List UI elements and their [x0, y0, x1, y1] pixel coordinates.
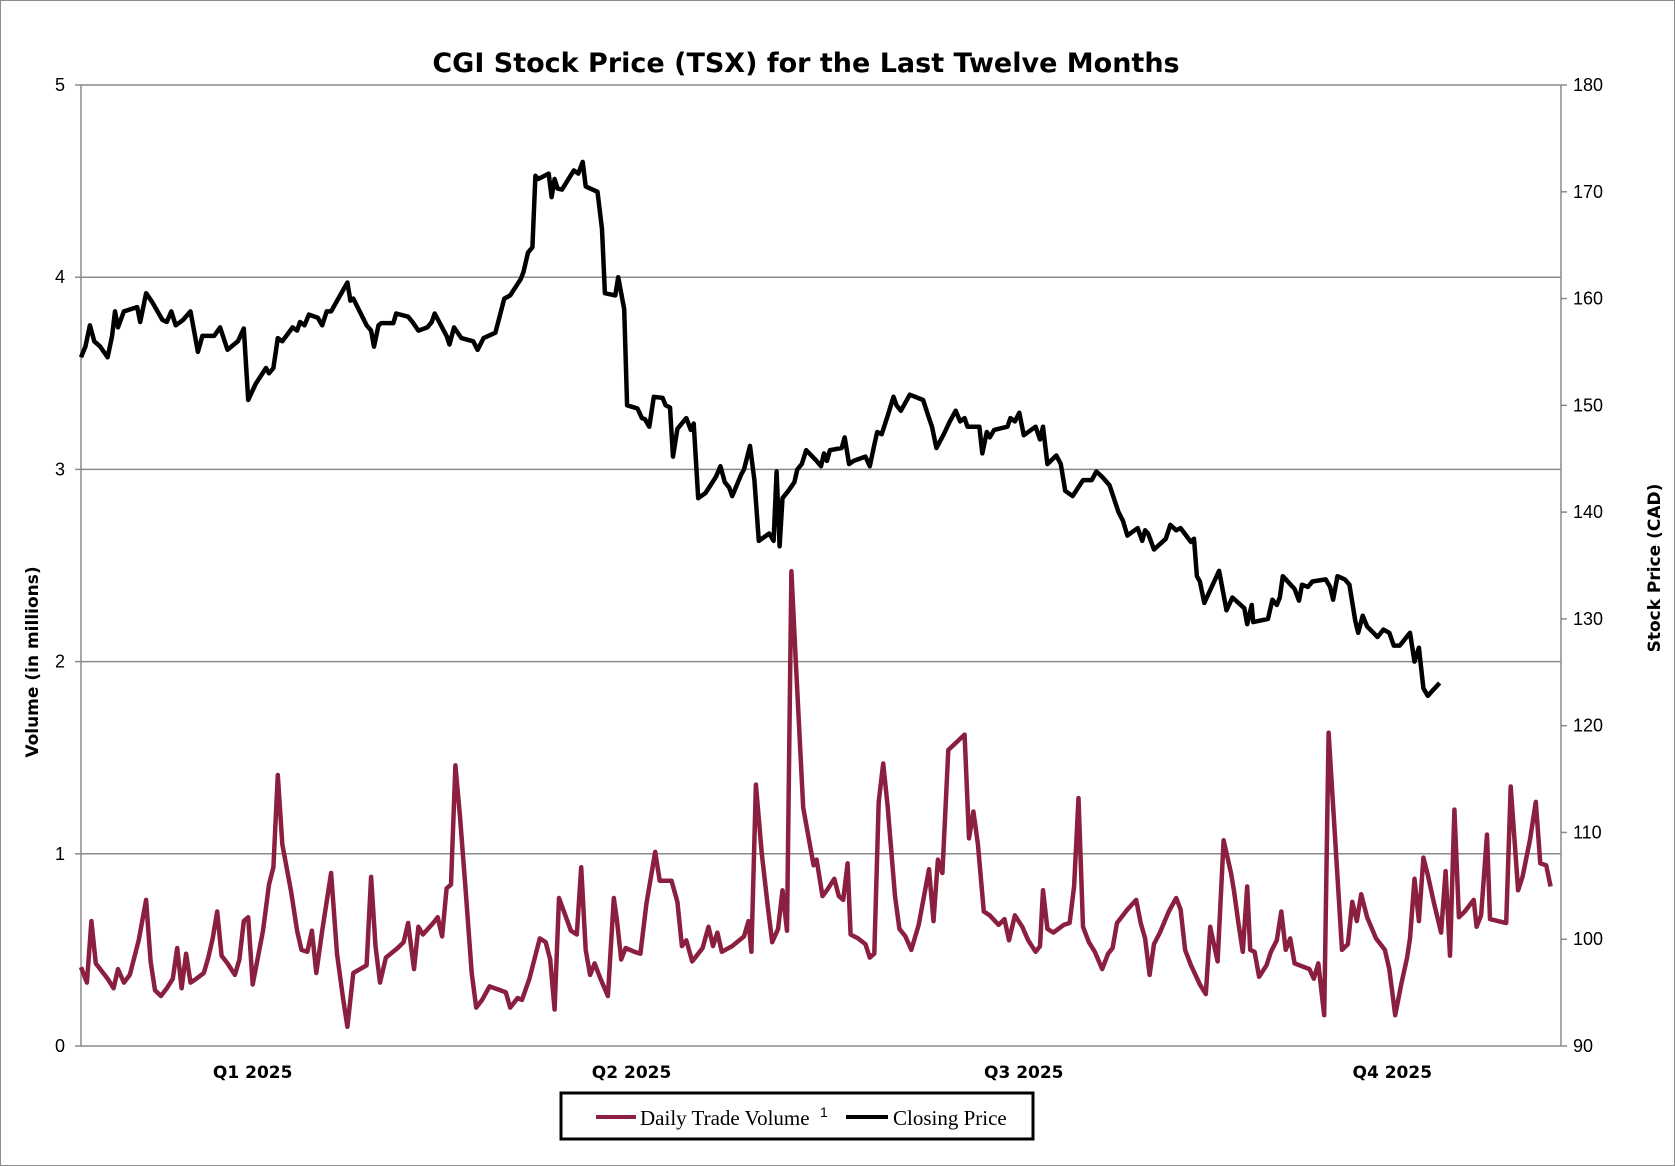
right-tick-label: 130	[1573, 609, 1603, 629]
left-tick-label: 1	[55, 844, 65, 864]
right-tick-label: 90	[1573, 1036, 1593, 1056]
right-tick-label: 160	[1573, 289, 1603, 309]
x-tick-label: Q3 2025	[984, 1063, 1064, 1083]
legend-box	[559, 1091, 1035, 1141]
right-tick-label: 170	[1573, 182, 1603, 202]
left-tick-label: 5	[55, 75, 65, 95]
series-line-closing-price	[78, 159, 1442, 699]
axes	[80, 84, 1562, 1047]
left-tick-label: 3	[55, 459, 65, 479]
left-axis-label: Volume (in millions)	[23, 566, 43, 757]
gridlines	[81, 276, 1561, 855]
legend-label-price: Closing Price	[893, 1106, 1007, 1130]
right-tick-label: 140	[1573, 502, 1603, 522]
right-tick-label: 150	[1573, 395, 1603, 415]
legend-footnote-marker: 1	[820, 1104, 828, 1120]
right-tick-label: 100	[1573, 929, 1603, 949]
series-layer	[78, 159, 1553, 1030]
right-tick-label: 110	[1573, 822, 1602, 842]
right-axis-label: Stock Price (CAD)	[1645, 484, 1665, 653]
left-axis-ticks: 0 1 2 3 4 5	[55, 75, 81, 1056]
legend-label-volume: Daily Trade Volume	[640, 1106, 810, 1130]
x-axis-ticks: Q1 2025 Q2 2025 Q3 2025 Q4 2025	[213, 1063, 1432, 1083]
x-tick-label: Q2 2025	[592, 1063, 672, 1083]
x-tick-label: Q1 2025	[213, 1063, 293, 1083]
left-tick-label: 0	[55, 1036, 65, 1056]
right-axis-ticks: 90 100 110 120 130 140 150 160 170 180	[1561, 75, 1603, 1056]
right-tick-label: 120	[1573, 716, 1603, 736]
series-line-daily-trade-volume	[78, 569, 1553, 1030]
chart-title: CGI Stock Price (TSX) for the Last Twelv…	[432, 48, 1179, 79]
left-tick-label: 2	[55, 652, 65, 672]
legend: Daily Trade Volume 1 Closing Price	[559, 1091, 1035, 1141]
left-tick-label: 4	[55, 267, 65, 287]
x-tick-label: Q4 2025	[1353, 1063, 1433, 1083]
right-tick-label: 180	[1573, 75, 1603, 95]
